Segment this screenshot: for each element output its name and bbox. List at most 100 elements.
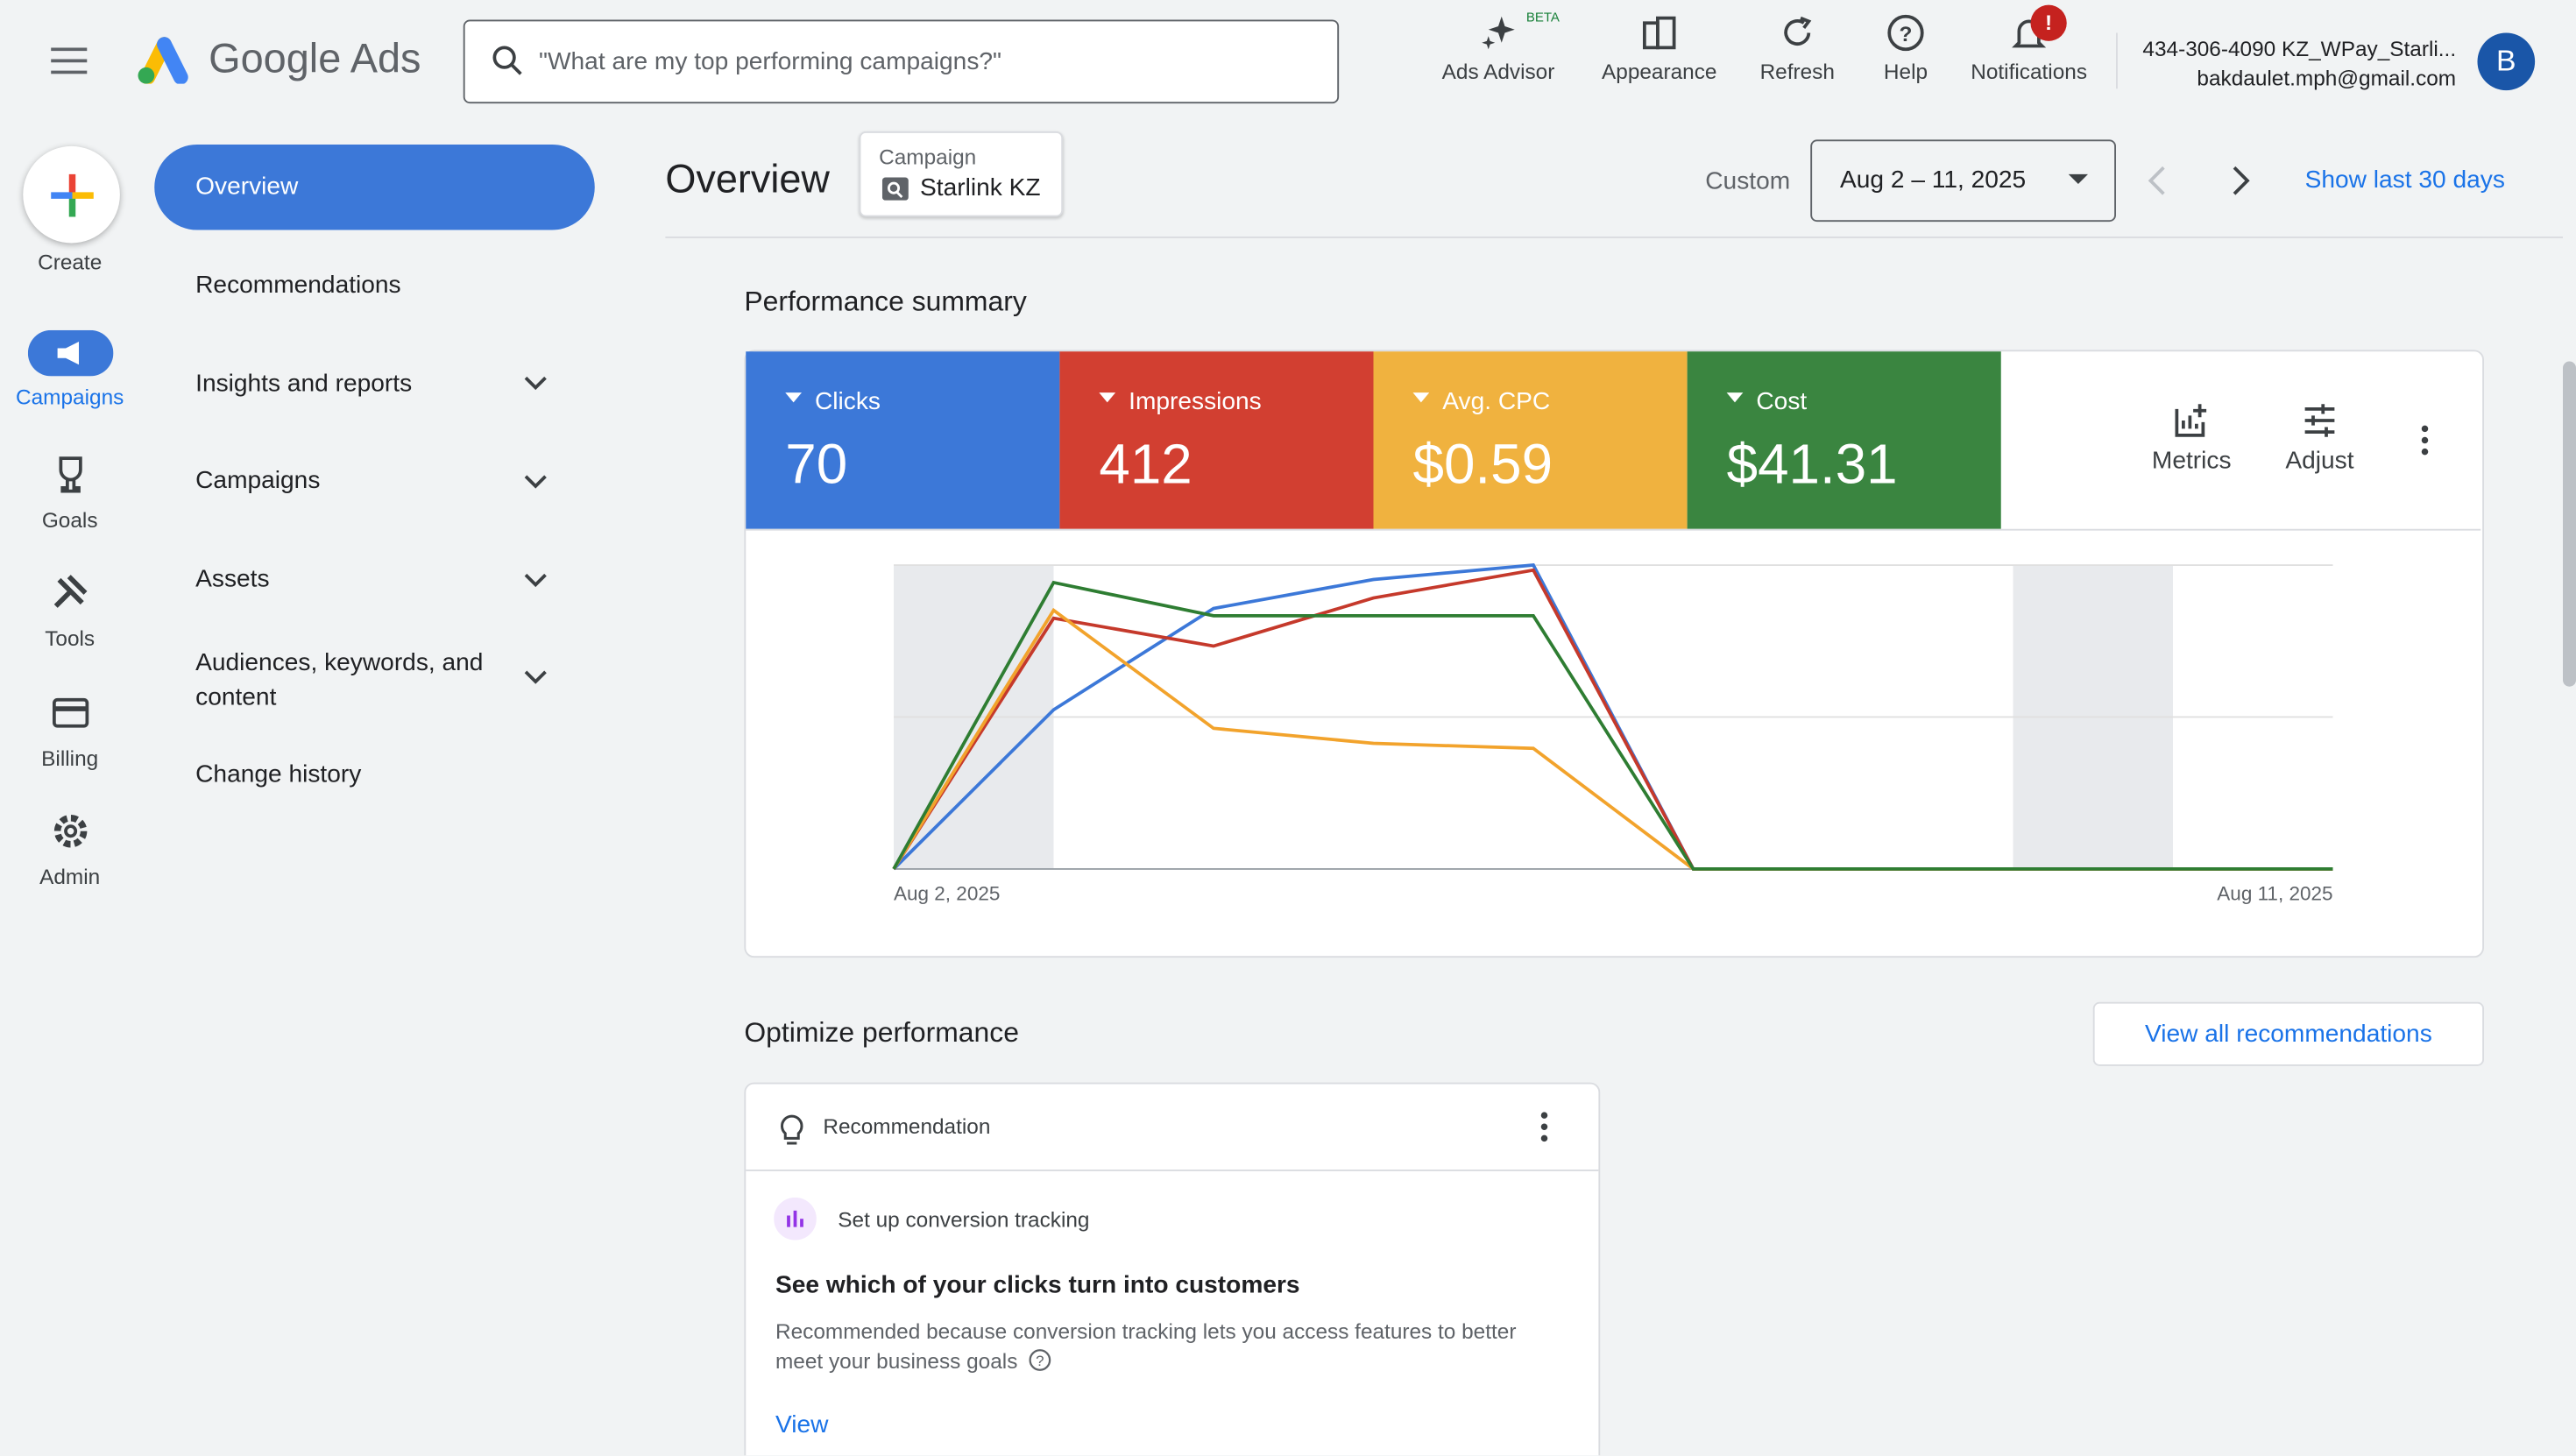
chevron[interactable] [522, 570, 548, 590]
menu-icon[interactable] [51, 47, 88, 74]
view-link[interactable]: View [775, 1410, 829, 1439]
icon [1482, 16, 1515, 50]
section-title: Performance summary [744, 286, 1027, 317]
campaign-filter[interactable]: Campaign Starlink KZ [859, 131, 1064, 217]
ads-advisor[interactable]: Ads Advisor [1433, 13, 1564, 84]
dropdown-arrow [2068, 173, 2089, 184]
icon [1784, 16, 1812, 46]
plus-icon [51, 173, 94, 217]
account[interactable]: 434-306-4090 KZ_WPay_Starli... bakdaulet.… [2142, 34, 2456, 94]
search-box[interactable]: "What are my top performing campaigns?" [463, 19, 1340, 104]
range-type: Custom [1705, 167, 1791, 196]
notifications[interactable]: Notifications [1962, 13, 2097, 84]
notification-badge: ! [2030, 4, 2067, 41]
action-label: Refresh [1759, 59, 1835, 84]
action-label: Ads Advisor [1441, 59, 1555, 84]
divider [746, 528, 2481, 531]
rail-label: Tools [45, 626, 96, 651]
adjust-button[interactable]: Adjust [2270, 401, 2369, 475]
icon [52, 697, 88, 728]
metric-value: 70 [785, 434, 848, 497]
product-name: Google Ads [209, 36, 421, 82]
create-button[interactable] [23, 145, 120, 244]
next-button[interactable] [2229, 166, 2252, 195]
help[interactable]: ? Help [1865, 13, 1947, 84]
topic: Set up conversion tracking [838, 1207, 1090, 1233]
metric-card[interactable]: Impressions 412 [1059, 351, 1374, 529]
button-label: Metrics [2151, 447, 2232, 475]
metric-card[interactable]: Avg. CPC $0.59 [1373, 351, 1688, 529]
nav-item[interactable]: Recommendations [195, 271, 401, 300]
chevron[interactable] [522, 667, 548, 687]
recommendation-card: Recommendation Set up conversion trackin… [744, 1082, 1601, 1456]
view-all-button[interactable]: View all recommendations [2092, 1001, 2484, 1066]
icon [53, 575, 87, 608]
description: Recommended because conversion tracking … [775, 1318, 1517, 1344]
scrollbar[interactable] [2563, 361, 2576, 687]
action-label: Help [1883, 59, 1928, 84]
metric-name: Cost [1727, 388, 1807, 416]
nav-item[interactable]: Audiences, keywords, and content [195, 648, 484, 711]
icon [58, 456, 81, 493]
bulb-icon [781, 1114, 803, 1145]
description: meet your business goals ? [775, 1348, 1051, 1374]
icon: ? [1887, 14, 1924, 52]
show-last-link[interactable]: Show last 30 days [2304, 166, 2505, 194]
chart: Aug 2, 2025 Aug 11, 2025 [892, 563, 2333, 905]
metric-name: Impressions [1099, 388, 1262, 416]
metric-value: $0.59 [1412, 434, 1553, 497]
icon [53, 815, 87, 848]
beta-badge: BETA [1525, 10, 1560, 25]
date-picker[interactable]: Aug 2 – 11, 2025 [1810, 139, 2116, 223]
search-campaign-icon [881, 177, 909, 201]
card-heading: See which of your clicks turn into custo… [775, 1271, 1300, 1300]
help-icon[interactable]: ? [1029, 1348, 1051, 1371]
nav-item[interactable]: Insights and reports [195, 369, 413, 398]
description-text: meet your business goals [775, 1348, 1018, 1374]
svg-text:?: ? [1900, 23, 1913, 46]
metric-name: Clicks [785, 388, 881, 416]
chevron[interactable] [522, 471, 548, 491]
nav-item[interactable]: Change history [195, 760, 362, 788]
account-email: bakdaulet.mph@gmail.com [2197, 66, 2457, 91]
search-placeholder: "What are my top performing campaigns?" [539, 47, 1002, 76]
divider [746, 1170, 1599, 1171]
rail-tools[interactable]: Tools [0, 572, 139, 651]
page-title: Overview [665, 158, 830, 202]
nav-item[interactable]: Assets [195, 565, 270, 593]
avatar[interactable]: B [2477, 32, 2536, 91]
nav-active[interactable] [154, 145, 595, 230]
rail-label: Campaigns [16, 384, 124, 409]
more-button[interactable] [1538, 1111, 1551, 1144]
metrics-button[interactable]: Metrics [2142, 401, 2241, 475]
appearance[interactable]: Appearance [1594, 13, 1725, 84]
metric-name: Avg. CPC [1413, 388, 1550, 416]
icon [2175, 404, 2207, 437]
date-range: Aug 2 – 11, 2025 [1840, 166, 2027, 194]
logo [138, 37, 188, 84]
account-name: 434-306-4090 KZ_WPay_Starli... [2142, 36, 2457, 61]
rail-goals[interactable]: Goals [0, 454, 139, 533]
rail-campaigns[interactable]: Campaigns [0, 329, 139, 409]
rail-create[interactable]: Create [38, 250, 103, 275]
more-button[interactable] [2418, 424, 2431, 457]
prev-button[interactable] [2146, 166, 2169, 195]
metric-card[interactable]: Clicks 70 [746, 351, 1060, 529]
nav-item[interactable]: Overview [195, 172, 299, 201]
metric-card[interactable]: Cost $41.31 [1687, 351, 2001, 529]
metric-value: 412 [1099, 434, 1192, 497]
refresh[interactable]: Refresh [1748, 13, 1847, 84]
filter-label: Campaign [879, 145, 977, 170]
rail-admin[interactable]: Admin [0, 809, 139, 888]
filter-value: Starlink KZ [920, 173, 1041, 202]
series-line [892, 580, 2333, 871]
rail-billing[interactable]: Billing [0, 691, 139, 770]
divider [665, 237, 2563, 238]
nav-item[interactable]: Campaigns [195, 466, 321, 495]
x-tick-label: Aug 11, 2025 [2217, 883, 2332, 905]
chevron[interactable] [522, 373, 548, 393]
button-label: Adjust [2285, 447, 2354, 475]
